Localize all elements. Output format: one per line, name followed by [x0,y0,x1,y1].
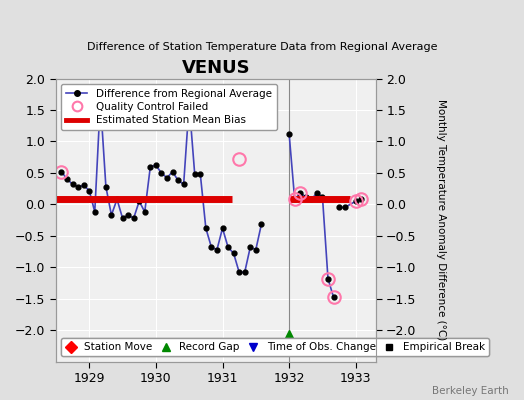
Text: Difference of Station Temperature Data from Regional Average: Difference of Station Temperature Data f… [87,42,437,52]
Legend: Station Move, Record Gap, Time of Obs. Change, Empirical Break: Station Move, Record Gap, Time of Obs. C… [61,338,489,356]
Title: VENUS: VENUS [181,59,250,77]
Y-axis label: Monthly Temperature Anomaly Difference (°C): Monthly Temperature Anomaly Difference (… [436,100,446,341]
Text: Berkeley Earth: Berkeley Earth [432,386,508,396]
